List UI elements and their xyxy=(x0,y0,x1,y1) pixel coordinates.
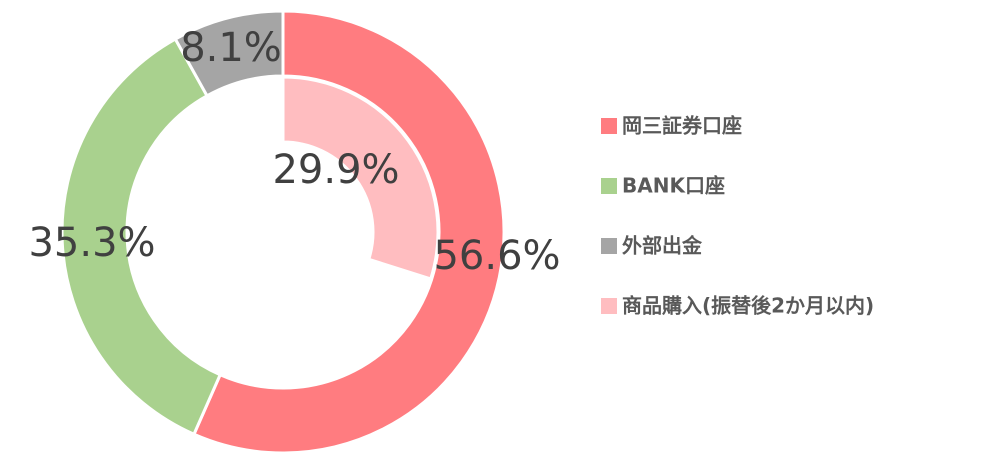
legend-swatch xyxy=(601,118,617,134)
doughnut-segment xyxy=(173,9,285,98)
data-label: 35.3% xyxy=(28,220,155,266)
legend-swatch xyxy=(601,178,617,194)
legend-label: 岡三証券口座 xyxy=(622,114,742,138)
legend-swatch xyxy=(601,238,617,254)
doughnut-segment xyxy=(60,36,223,437)
data-label: 56.6% xyxy=(433,233,560,279)
data-label: 8.1% xyxy=(180,25,282,71)
legend-label: 外部出金 xyxy=(622,234,703,258)
legend-swatch xyxy=(601,298,617,314)
doughnut-segment xyxy=(281,75,440,281)
legend-label: BANK口座 xyxy=(622,174,725,198)
data-label: 29.9% xyxy=(272,147,399,193)
legend-label: 商品購入(振替後2か月以内) xyxy=(622,294,874,318)
